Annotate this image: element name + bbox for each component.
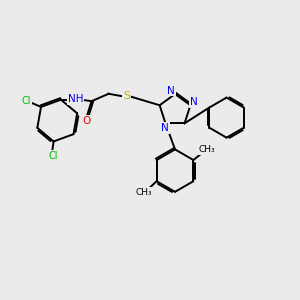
Text: CH₃: CH₃ (199, 145, 215, 154)
Text: NH: NH (68, 94, 83, 104)
Text: N: N (161, 123, 169, 133)
Text: CH₃: CH₃ (136, 188, 153, 197)
Text: Cl: Cl (49, 151, 58, 160)
Text: N: N (190, 97, 198, 107)
Text: Cl: Cl (22, 96, 31, 106)
Text: O: O (82, 116, 91, 126)
Text: S: S (123, 91, 130, 101)
Text: N: N (167, 85, 175, 95)
